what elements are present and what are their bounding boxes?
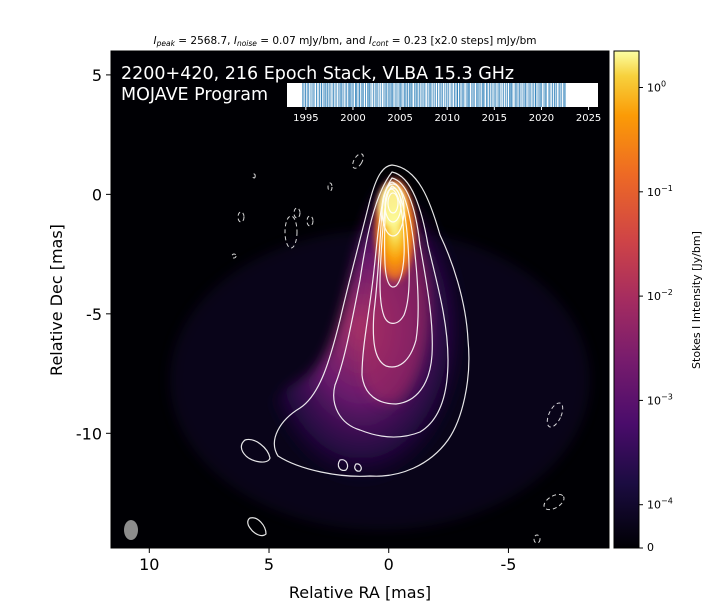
overlay-title: 2200+420, 216 Epoch Stack, VLBA 15.3 GHz [121, 64, 514, 84]
negative-contour-2 [293, 207, 301, 219]
plot-frame [110, 50, 610, 549]
image-panel: 2200+420, 216 Epoch Stack, VLBA 15.3 GHz… [111, 51, 609, 548]
colorbar-tick-label: 10−1 [647, 184, 673, 199]
timeline-tick-label: 2020 [529, 113, 554, 124]
colorbar-zero-label: 0 [647, 541, 654, 554]
epoch-lines [302, 83, 566, 107]
negative-contour-7 [546, 402, 564, 428]
title-peak-value: = 2568.7, [178, 35, 230, 47]
negative-contour-1 [284, 215, 298, 249]
y-tick-label: -10 [76, 424, 102, 443]
title-peak-label: peak [156, 39, 176, 48]
contour-island-1 [240, 438, 271, 463]
y-axis-label: Relative Dec [mas] [47, 224, 66, 376]
negative-contour-8 [543, 493, 565, 511]
x-axis-label: Relative RA [mas] [289, 583, 431, 602]
negative-contour-11 [252, 173, 256, 179]
contour-level-9 [387, 192, 399, 214]
colorbar-tick-label: 100 [647, 80, 666, 95]
title-noise-value: = 0.07 mJy/bm, and [260, 35, 365, 47]
x-tick-label: 5 [264, 555, 274, 574]
colorbar-label: Stokes I Intensity [Jy/bm] [690, 231, 703, 369]
y-tick-label: 0 [92, 185, 102, 204]
colorbar-tick-label: 10−2 [647, 288, 673, 303]
negative-contour-9 [533, 534, 541, 544]
negative-contour-10 [231, 253, 237, 259]
x-tick-label: 10 [139, 555, 159, 574]
x-tick-label: -5 [500, 555, 516, 574]
negative-contour-3 [306, 215, 314, 227]
colorbar-ticks: 100 10−1 10−2 10−3 10−4 0 [639, 80, 673, 554]
y-tick-label: -5 [86, 305, 102, 324]
contour-level-1 [273, 164, 470, 477]
y-tick-label: 5 [92, 66, 102, 85]
contour-level-8 [384, 187, 402, 223]
y-axis-ticks: 5 0 -5 -10 [76, 66, 111, 443]
timeline-tick-label: 2025 [576, 113, 601, 124]
negative-contour-6 [327, 182, 333, 192]
timeline-tick-label: 2000 [340, 113, 365, 124]
x-axis-ticks: 10 5 0 -5 [139, 548, 516, 574]
x-tick-label: 0 [384, 555, 394, 574]
contour-level-2 [333, 171, 449, 438]
timeline-tick-label: 2005 [387, 113, 412, 124]
contour-level-5 [379, 185, 410, 324]
title-cont-value: = 0.23 [x2.0 steps] mJy/bm [392, 35, 537, 47]
timeline-tick-label: 1995 [293, 113, 318, 124]
beam-ellipse [124, 520, 138, 540]
contour-set [240, 164, 470, 537]
colorbar-frame [613, 50, 640, 549]
contour-level-3 [361, 177, 433, 405]
contour-island-2 [247, 517, 267, 537]
colorbar-tick-label: 10−4 [647, 497, 673, 512]
timeline-tick-label: 2015 [482, 113, 507, 124]
timeline-ticks: 1995 2000 2005 2010 2015 2020 2025 [293, 107, 601, 124]
negative-contour-4 [237, 211, 245, 223]
epoch-timeline: 1995 2000 2005 2010 2015 2020 2025 [287, 83, 601, 124]
contour-island-3 [337, 459, 349, 471]
chart-title: Ipeak = 2568.7, Inoise = 0.07 mJy/bm, an… [153, 35, 536, 48]
contour-island-4 [354, 463, 362, 472]
title-cont-label: cont [372, 39, 389, 48]
colorbar-gradient [614, 51, 639, 548]
colorbar-tick-label: 10−3 [647, 392, 673, 407]
title-noise-label: noise [237, 39, 257, 48]
negative-contour-set [231, 153, 565, 544]
negative-contour-5 [352, 153, 364, 169]
timeline-tick-label: 2010 [434, 113, 459, 124]
contour-level-7 [381, 183, 405, 237]
overlay-subtitle: MOJAVE Program [121, 85, 268, 105]
colorbar: 100 10−1 10−2 10−3 10−4 0 Stokes I Intensity … [613, 50, 703, 554]
